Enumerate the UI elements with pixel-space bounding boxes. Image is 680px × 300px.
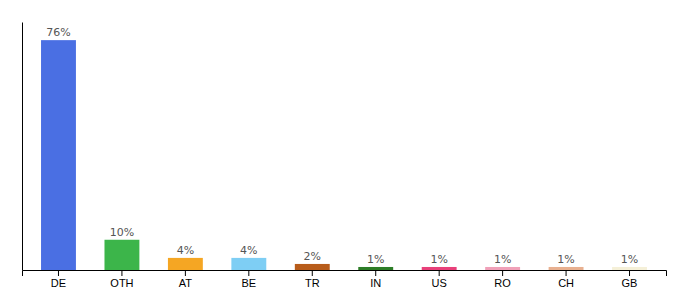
x-tick-label: TR [305,277,320,289]
data-label: 4% [240,244,257,257]
x-tick: DE [51,270,66,289]
x-tick: TR [305,270,320,289]
y-axis [22,23,23,271]
plot: DE OTH AT BE TR IN US RO CH GB 76% 10% 4% 4% 2% 1% 1% 1% 1… [23,23,667,289]
x-tick: IN [370,270,381,289]
x-tick-mark [121,270,122,276]
bar [422,267,457,270]
data-label: 1% [557,253,574,266]
bar [358,267,393,270]
x-tick: GB [622,270,638,289]
x-tick-label: US [432,277,447,289]
data-label: 1% [621,253,638,266]
x-tick-label: OTH [110,277,133,289]
chart: DE OTH AT BE TR IN US RO CH GB 76% 10% 4% 4% 2% 1% 1% 1% 1… [0,0,680,300]
x-tick-label: RO [494,277,511,289]
data-label: 76% [46,26,70,39]
x-axis-line [23,271,667,277]
y-axis-line [22,23,23,271]
x-tick: BE [241,270,256,289]
bars [41,40,647,270]
x-tick: RO [494,270,511,289]
x-tick-mark [629,270,630,276]
bar [231,258,266,270]
bar [41,40,76,270]
x-tick-mark [248,270,249,276]
x-axis: DE OTH AT BE TR IN US RO CH GB [23,270,667,289]
x-tick-mark [502,270,503,276]
data-label: 2% [304,250,321,263]
data-label: 1% [367,253,384,266]
x-tick-label: CH [558,277,574,289]
bar [612,267,647,270]
x-tick: OTH [110,270,133,289]
x-tick-label: IN [370,277,381,289]
bar [168,258,203,270]
data-label: 4% [177,244,194,257]
x-tick-mark [58,270,59,276]
bar [295,264,330,270]
data-label: 1% [494,253,511,266]
x-tick-mark [375,270,376,276]
x-tick-label: BE [241,277,256,289]
data-label: 1% [430,253,447,266]
bar [104,240,139,270]
data-label: 10% [110,226,134,239]
x-tick-mark [185,270,186,276]
bar [549,267,584,270]
x-tick: US [432,270,447,289]
x-tick: AT [179,270,193,289]
x-tick-label: DE [51,277,66,289]
x-tick-mark [312,270,313,276]
x-tick: CH [558,270,574,289]
x-tick-mark [439,270,440,276]
bar [485,267,520,270]
x-tick-mark [566,270,567,276]
x-tick-label: AT [179,277,193,289]
data-labels: 76% 10% 4% 4% 2% 1% 1% 1% 1% 1% [46,26,638,266]
x-tick-label: GB [622,277,638,289]
